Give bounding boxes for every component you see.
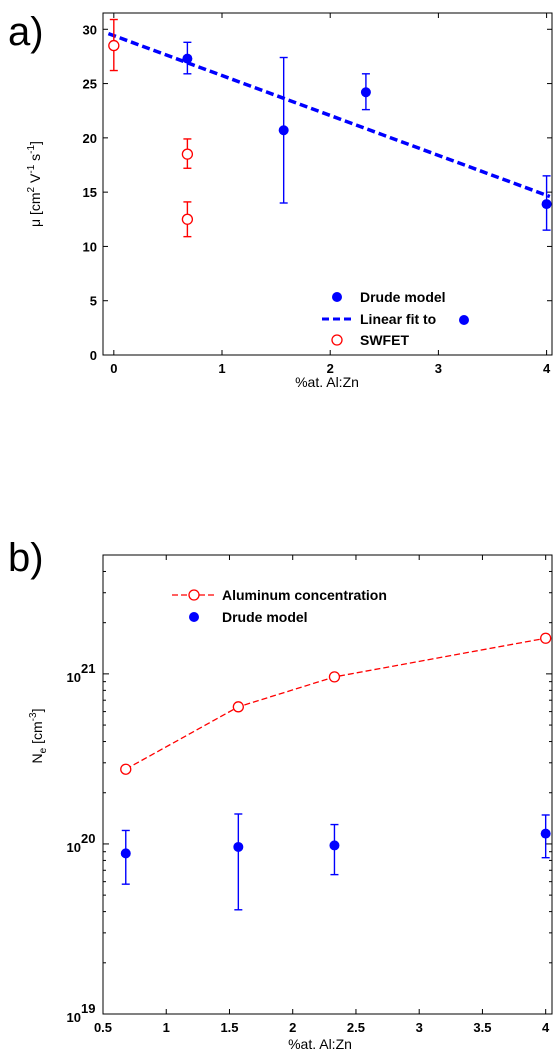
x-tick-label-b: 1 [163,1020,170,1035]
y-tick-label-a: 0 [90,348,97,363]
panel-a-label: a) [8,10,44,54]
drude-point-a [360,87,371,98]
y-tick-label-a: 20 [83,131,97,146]
swfet-point [181,213,194,225]
x-tick-label-a: 1 [218,361,225,376]
chart-a: 0 1 2 3 4 0 5 10 15 20 25 30 %at. Al:Zn μ [cm2 V-1… [26,12,553,390]
x-tick-label-b: 3.5 [473,1020,491,1035]
x-ticks-a: 0 1 2 3 4 [110,13,551,376]
aluminum-concentration-point [540,632,552,644]
y-tick-label-a: 25 [83,77,97,92]
linear-fit-line [107,31,551,199]
x-tick-label-a: 4 [543,361,551,376]
aluminum-concentration-point [120,763,132,775]
swfet-point [181,148,194,160]
y-tick-label-a: 30 [83,22,97,37]
y-tick-label-b: 10 [67,670,81,685]
legend-b-al-label: Aluminum concentration [222,587,387,603]
legend-a-fit-dot-icon [459,315,469,325]
x-ticks-b: 0.5 1 1.5 2 2.5 3 3.5 4 [94,555,550,1035]
y-tick-exponent-b: 21 [81,661,95,676]
x-axis-label-a: %at. Al:Zn [295,374,359,390]
drude-point-b [120,848,131,859]
y-tick-label-b: 10 [67,1010,81,1025]
x-tick-label-b: 3 [416,1020,423,1035]
x-tick-label-a: 3 [435,361,442,376]
x-tick-label-a: 0 [110,361,117,376]
y-tick-label-a: 5 [90,294,97,309]
y-tick-exponent-b: 19 [81,1001,95,1016]
legend-b-drude-marker [189,612,199,622]
data-layer-b [120,632,552,911]
y-tick-label-a: 15 [83,185,97,200]
drude-point-a [278,125,289,136]
legend-a-swfet-marker [331,334,343,346]
drude-point-a [541,199,552,210]
x-tick-label-a: 2 [327,361,334,376]
aluminum-concentration-point [232,701,244,713]
drude-point-b [329,840,340,851]
y-ticks-a: 0 5 10 15 20 25 30 [83,22,552,363]
legend-a-fit-label: Linear fit to [360,311,436,327]
x-tick-label-b: 2 [289,1020,296,1035]
y-axis-label-a: μ [cm2 V-1 s-1] [26,141,43,227]
aluminum-concentration-point [328,671,341,683]
y-tick-label-a: 10 [83,239,97,254]
y-tick-label-b: 10 [67,840,81,855]
swfet-point [108,39,120,52]
plot-area-b [102,554,553,1015]
plot-area-a [102,12,553,356]
legend-b: Aluminum concentration Drude model [172,587,387,625]
legend-b-al-marker [188,589,200,601]
drude-point-b [540,828,551,839]
data-layer-a [107,18,552,238]
legend-a: Drude model Linear fit to SWFET [322,289,469,348]
x-tick-label-b: 2.5 [347,1020,365,1035]
legend-b-drude-label: Drude model [222,609,308,625]
x-tick-label-b: 0.5 [94,1020,112,1035]
legend-a-swfet-label: SWFET [360,332,409,348]
legend-a-drude-marker [332,292,342,302]
drude-point-b [233,841,244,852]
aluminum-concentration-line [125,637,546,770]
x-axis-label-b: %at. Al:Zn [288,1036,352,1052]
legend-a-drude-label: Drude model [360,289,446,305]
panel-b-label: b) [8,536,44,580]
y-axis-label-b: Ne [cm-3] [28,709,49,764]
y-tick-exponent-b: 20 [81,831,95,846]
x-tick-label-b: 1.5 [220,1020,238,1035]
x-tick-label-b: 4 [542,1020,550,1035]
drude-point-a [182,53,193,64]
